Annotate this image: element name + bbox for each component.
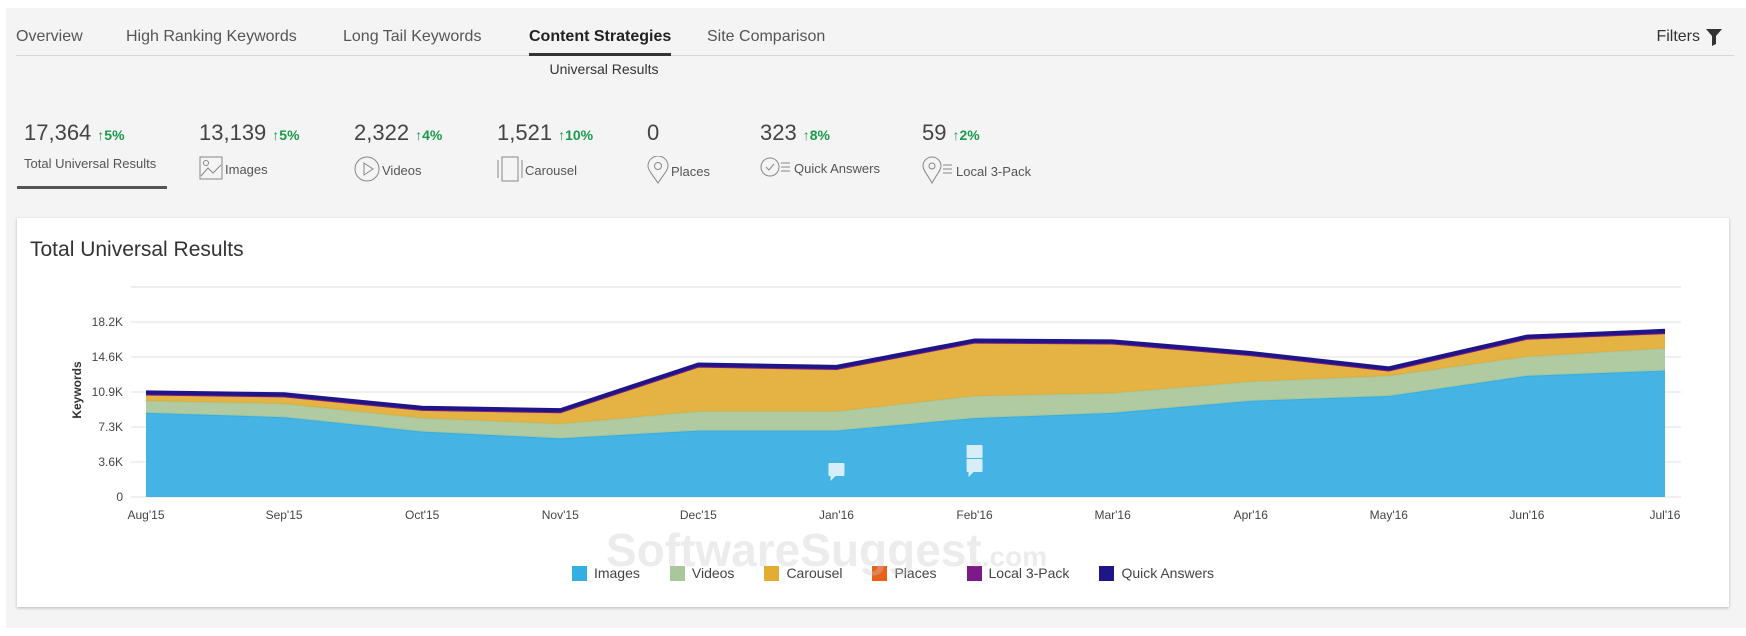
metric-label: Places: [671, 164, 711, 179]
legend-item-videos[interactable]: Videos: [669, 565, 735, 581]
x-tick-label: Dec'15: [680, 508, 717, 522]
y-axis-label: Keywords: [70, 361, 84, 419]
filters-button[interactable]: Filters: [1656, 28, 1722, 46]
x-tick-label: Mar'16: [1094, 508, 1131, 522]
y-tick-label: 18.2K: [92, 315, 123, 329]
metric-change: ↑5%: [272, 127, 300, 143]
y-tick-label: 7.3K: [98, 420, 123, 434]
x-tick-label: Nov'15: [542, 508, 579, 522]
metric-value: 2,322: [354, 120, 410, 145]
legend-swatch: [764, 565, 780, 581]
metric-total-universal-results[interactable]: 17,364 ↑5% Total Universal Results: [16, 120, 168, 189]
metric-label: Local 3-Pack: [956, 164, 1032, 179]
x-tick-label: Oct'15: [405, 508, 440, 522]
check-list-icon: [760, 156, 792, 181]
legend-swatch: [966, 565, 982, 581]
metric-change: ↑2%: [952, 127, 980, 143]
annotation-flag-icon[interactable]: [966, 445, 983, 477]
y-tick-label: 14.6K: [92, 350, 123, 364]
x-tick-label: Feb'16: [956, 508, 993, 522]
chart-card: Total Universal Results 0 3.6K 7.3K 10.9K 14…: [17, 218, 1729, 607]
map-pin-icon: [647, 155, 669, 187]
x-tick-label: Sep'15: [266, 508, 303, 522]
x-tick-label: Jul'16: [1650, 508, 1681, 522]
metric-value: 1,521: [497, 120, 553, 145]
y-tick-label: 0: [116, 490, 123, 504]
legend-item-carousel[interactable]: Carousel: [764, 565, 842, 581]
legend-label: Carousel: [786, 565, 843, 581]
tab-overview[interactable]: Overview: [16, 28, 83, 45]
metric-value: 0: [647, 120, 660, 145]
metric-label: Quick Answers: [794, 161, 880, 176]
x-tick-label: May'16: [1370, 508, 1409, 522]
y-tick-label: 10.9K: [92, 385, 123, 399]
x-tick-label: Jun'16: [1509, 508, 1544, 522]
tab-high-ranking-keywords[interactable]: High Ranking Keywords: [126, 28, 297, 45]
metric-videos[interactable]: 2,322 ↑4% Videos: [354, 120, 442, 185]
metric-value: 323: [760, 120, 797, 145]
area-carousel[interactable]: [146, 333, 1665, 424]
metric-label: Total Universal Results: [24, 156, 157, 171]
metric-change: ↑10%: [558, 127, 594, 143]
area-chart: 0 3.6K 7.3K 10.9K 14.6K 18.2K Keywords Aug'15 Se…: [70, 286, 1681, 522]
legend-item-quick-answers[interactable]: Quick Answers: [1099, 565, 1214, 581]
metric-label: Images: [225, 162, 268, 177]
legend-item-local-3-pack[interactable]: Local 3-Pack: [966, 565, 1070, 581]
pin-list-icon: [922, 156, 954, 187]
legend-item-places[interactable]: Places: [872, 565, 937, 581]
metric-places[interactable]: 0 Places: [647, 120, 710, 187]
metric-carousel[interactable]: 1,521 ↑10% Carousel: [497, 120, 593, 185]
legend-item-images[interactable]: Images: [571, 565, 640, 581]
x-tick-label: Apr'16: [1234, 508, 1269, 522]
metric-label: Carousel: [525, 163, 578, 178]
legend-label: Images: [593, 565, 640, 581]
chart-legend: Images Videos Carousel Places Local 3-Pack Qu…: [17, 565, 1729, 581]
metric-images[interactable]: 13,139 ↑5% Images: [199, 120, 300, 183]
legend-label: Quick Answers: [1121, 565, 1215, 581]
legend-label: Local 3-Pack: [988, 565, 1070, 581]
x-tick-label: Aug'15: [128, 508, 165, 522]
legend-swatch: [669, 565, 685, 581]
metric-change: ↑8%: [802, 127, 830, 143]
tab-long-tail-keywords[interactable]: Long Tail Keywords: [343, 28, 482, 45]
metric-value: 13,139: [199, 120, 267, 145]
metric-change: ↑5%: [97, 127, 125, 143]
chart-title: Total Universal Results: [30, 238, 244, 261]
annotation-flag-icon[interactable]: [828, 463, 845, 481]
metric-label: Videos: [382, 163, 422, 178]
metric-quick-answers[interactable]: 323 ↑8% Quick Answers: [760, 120, 880, 181]
tab-site-comparison[interactable]: Site Comparison: [707, 28, 826, 45]
metric-value: 59: [922, 120, 947, 145]
legend-swatch: [1099, 565, 1115, 581]
area-videos[interactable]: [146, 348, 1665, 439]
metric-value: 17,364: [24, 120, 92, 145]
carousel-icon: [497, 156, 523, 185]
tab-content-strategies[interactable]: Content Strategies: [529, 28, 672, 56]
filters-label: Filters: [1656, 28, 1700, 45]
legend-label: Places: [894, 565, 937, 581]
image-icon: [199, 156, 223, 183]
page: Overview High Ranking Keywords Long Tail…: [6, 8, 1746, 628]
legend-label: Videos: [691, 565, 735, 581]
legend-swatch: [872, 565, 888, 581]
area-images[interactable]: [146, 370, 1665, 497]
play-icon: [354, 156, 380, 185]
x-tick-label: Jan'16: [819, 508, 854, 522]
legend-swatch: [571, 565, 587, 581]
section-subtitle: Universal Results: [549, 61, 659, 77]
y-tick-label: 3.6K: [98, 455, 123, 469]
metric-local-3-pack[interactable]: 59 ↑2% Local 3-Pack: [922, 120, 1031, 187]
series-line-quick-answers: [145, 328, 1666, 411]
tab-bar: Overview High Ranking Keywords Long Tail…: [16, 18, 1734, 56]
metric-change: ↑4%: [415, 127, 443, 143]
funnel-icon: [1706, 28, 1722, 46]
